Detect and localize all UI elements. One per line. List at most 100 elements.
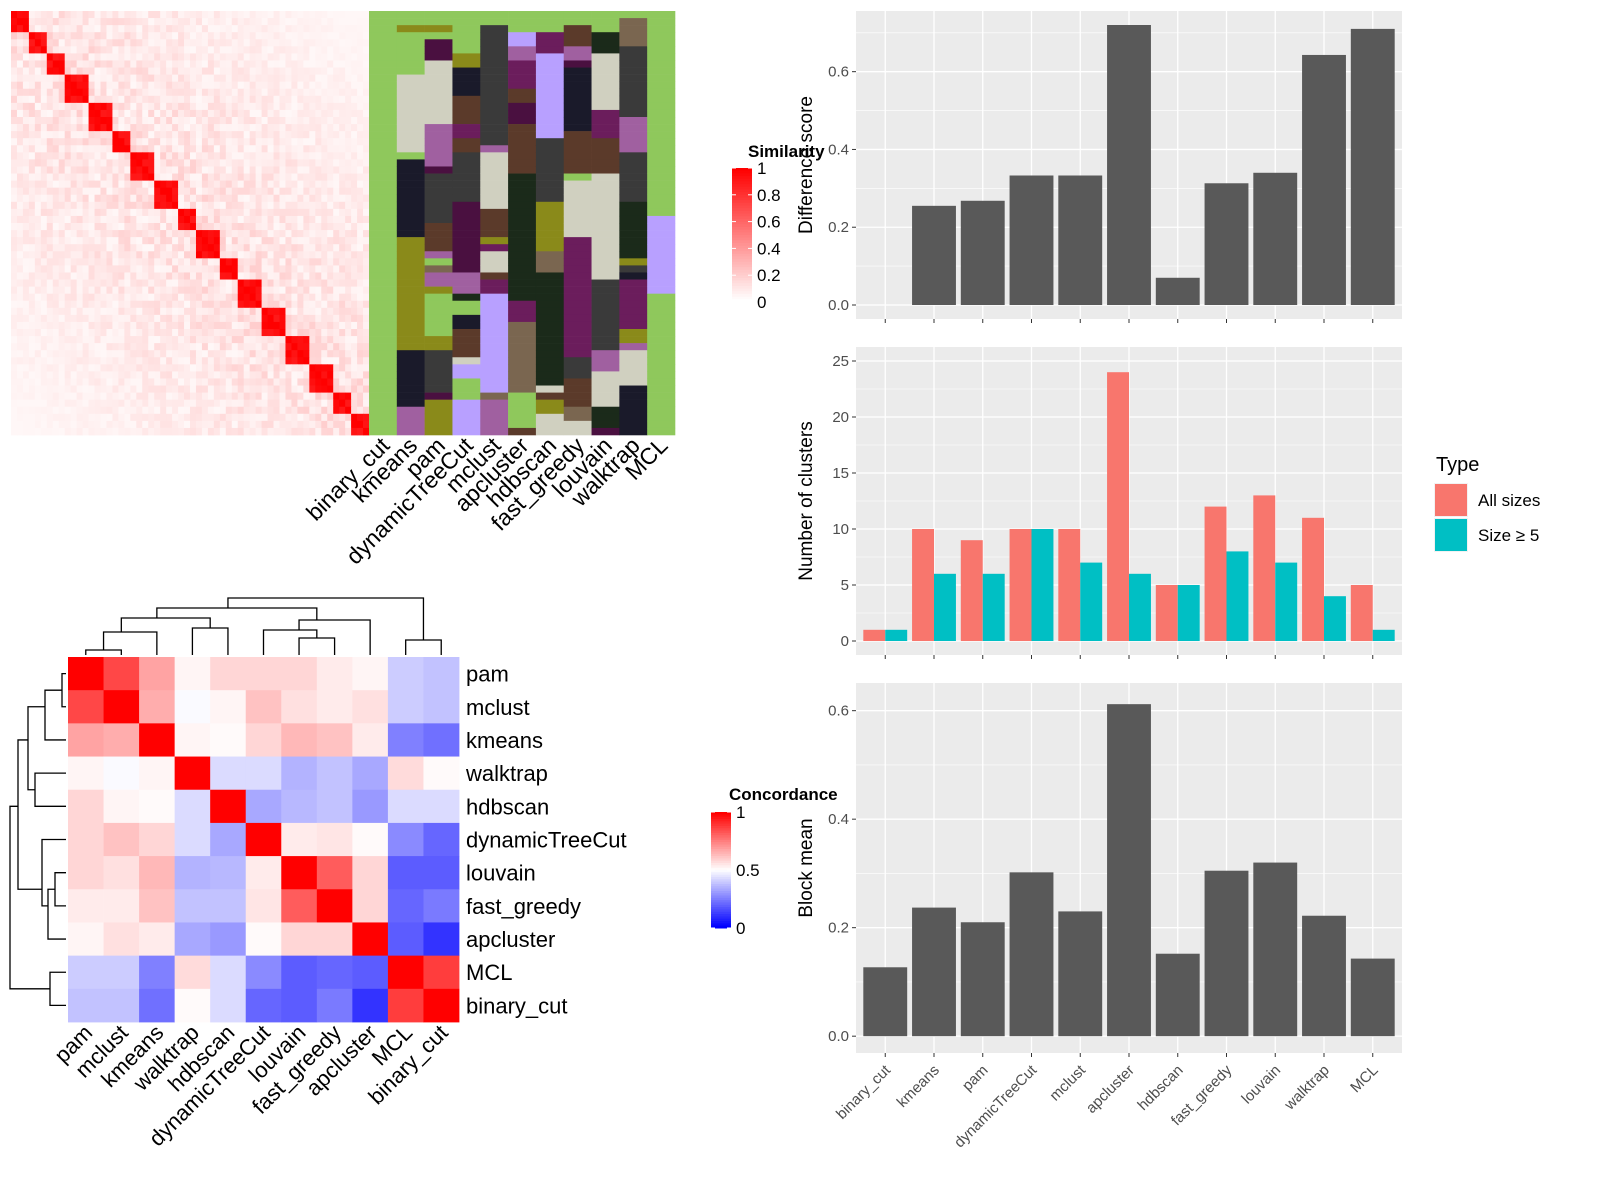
similarity-cell (52, 145, 60, 153)
annotation-cell (563, 18, 592, 26)
similarity-cell (184, 293, 191, 302)
annotation-cell (619, 321, 648, 330)
similarity-cell (261, 95, 268, 104)
similarity-cell (339, 293, 346, 302)
concordance-cell (423, 690, 460, 724)
similarity-cell (82, 329, 89, 337)
similarity-cell (124, 102, 131, 111)
annotation-cell (508, 117, 537, 125)
similarity-cell (154, 166, 161, 174)
similarity-cell (64, 230, 72, 238)
similarity-cell (309, 102, 316, 111)
similarity-cell (249, 39, 257, 47)
similarity-cell (297, 95, 304, 104)
similarity-cell (124, 32, 131, 40)
similarity-cell (136, 166, 143, 174)
annotation-cell (619, 201, 648, 210)
similarity-cell (363, 392, 370, 401)
similarity-cell (333, 321, 340, 330)
annotation-cell (647, 279, 676, 287)
similarity-cell (267, 230, 274, 238)
concordance-cell (352, 657, 389, 691)
similarity-cell (327, 166, 334, 174)
similarity-cell (82, 81, 89, 90)
similarity-cell (22, 251, 30, 259)
concordance-legend-gradient (711, 842, 731, 845)
similarity-cell (237, 350, 245, 358)
similarity-cell (40, 60, 48, 68)
similarity-cell (118, 314, 125, 323)
similarity-cell (321, 208, 328, 217)
similarity-cell (64, 420, 72, 429)
annotation-cell (396, 258, 425, 266)
similarity-cell (178, 131, 185, 139)
annotation-cell (563, 173, 592, 181)
similarity-cell (160, 18, 167, 26)
similarity-cell (160, 329, 167, 337)
similarity-cell (106, 371, 113, 379)
similarity-cell (333, 46, 340, 54)
similarity-cell (315, 272, 322, 280)
similarity-cell (267, 336, 274, 344)
similarity-cell (195, 364, 203, 372)
similarity-cell (291, 88, 298, 97)
similarity-cell (22, 201, 30, 210)
similarity-cell (291, 131, 298, 139)
similarity-cell (16, 343, 24, 351)
similarity-cell (207, 215, 215, 224)
similarity-cell (339, 343, 346, 351)
similarity-cell (28, 25, 36, 33)
similarity-cell (297, 258, 304, 266)
annotation-cell (535, 152, 565, 160)
similarity-cell (82, 201, 89, 210)
similarity-cell (363, 159, 370, 167)
similarity-cell (22, 39, 30, 47)
similarity-cell (273, 32, 280, 40)
similarity-cell (52, 300, 60, 309)
similarity-cell (213, 286, 221, 295)
similarity-cell (46, 258, 54, 266)
similarity-cell (100, 350, 107, 358)
similarity-cell (261, 201, 268, 210)
annotation-cell (535, 378, 565, 386)
annotation-cell (369, 81, 398, 90)
similarity-cell (11, 102, 18, 111)
similarity-cell (357, 208, 364, 217)
similarity-cell (291, 201, 298, 210)
similarity-cell (351, 152, 358, 160)
similarity-cell (207, 138, 215, 146)
similarity-cell (142, 300, 149, 309)
similarity-cell (88, 307, 95, 316)
concordance-cell (245, 723, 282, 757)
similarity-cell (100, 53, 107, 61)
similarity-cell (11, 11, 18, 19)
similarity-cell (190, 95, 197, 104)
similarity-cell (100, 364, 107, 372)
concordance-row-label: pam (466, 662, 509, 687)
annotation-cell (480, 385, 509, 393)
similarity-cell (124, 74, 131, 83)
similarity-cell (219, 166, 227, 174)
similarity-cell (112, 406, 119, 415)
similarity-cell (148, 67, 155, 75)
similarity-cell (166, 357, 173, 365)
similarity-cell (64, 67, 72, 75)
similarity-cell (22, 46, 30, 54)
similarity-cell (106, 46, 113, 54)
similarity-cell (88, 88, 95, 97)
annotation-cell (424, 18, 453, 26)
similarity-cell (309, 336, 316, 344)
similarity-cell (184, 60, 191, 68)
similarity-cell (345, 357, 352, 365)
similarity-cell (130, 286, 137, 295)
annotation-cell (369, 258, 398, 266)
annotation-cell (480, 265, 509, 273)
similarity-cell (34, 321, 42, 330)
similarity-cell (154, 18, 161, 26)
annotation-cell (452, 53, 481, 61)
similarity-cell (52, 131, 60, 139)
similarity-cell (190, 88, 197, 97)
concordance-cell (68, 955, 104, 990)
similarity-cell (315, 166, 322, 174)
similarity-cell (34, 300, 42, 309)
